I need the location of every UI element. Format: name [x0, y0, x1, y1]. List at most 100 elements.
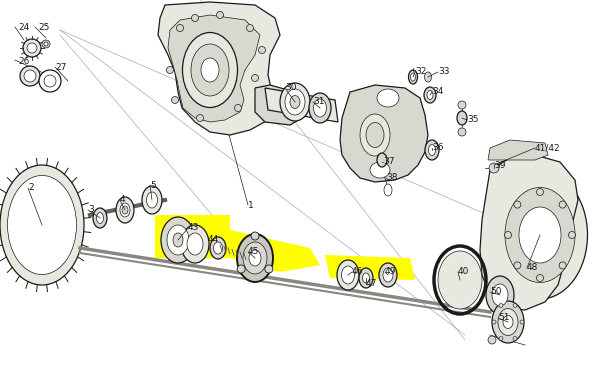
- Ellipse shape: [503, 315, 513, 328]
- Ellipse shape: [377, 89, 399, 107]
- Ellipse shape: [237, 265, 245, 273]
- Ellipse shape: [171, 97, 178, 103]
- Ellipse shape: [537, 275, 544, 282]
- Ellipse shape: [514, 262, 521, 269]
- Ellipse shape: [314, 99, 327, 117]
- Ellipse shape: [237, 234, 273, 282]
- Ellipse shape: [97, 213, 104, 224]
- Ellipse shape: [259, 46, 266, 54]
- Ellipse shape: [489, 163, 499, 173]
- Ellipse shape: [251, 232, 259, 240]
- Ellipse shape: [362, 273, 369, 283]
- Ellipse shape: [8, 176, 76, 275]
- Ellipse shape: [24, 70, 36, 82]
- Ellipse shape: [210, 237, 226, 259]
- Polygon shape: [168, 15, 260, 122]
- Ellipse shape: [429, 145, 435, 155]
- Ellipse shape: [409, 70, 417, 84]
- Text: 47: 47: [366, 279, 377, 289]
- Ellipse shape: [44, 42, 48, 46]
- Ellipse shape: [425, 72, 432, 82]
- Ellipse shape: [44, 75, 56, 87]
- Polygon shape: [230, 230, 320, 272]
- Ellipse shape: [498, 308, 518, 335]
- Ellipse shape: [161, 217, 195, 263]
- Text: 33: 33: [438, 68, 449, 76]
- Text: 45: 45: [248, 248, 259, 256]
- Polygon shape: [340, 85, 428, 182]
- Ellipse shape: [505, 187, 575, 283]
- Ellipse shape: [559, 201, 566, 208]
- Ellipse shape: [181, 225, 209, 263]
- Text: 24: 24: [18, 24, 29, 32]
- Ellipse shape: [493, 171, 588, 299]
- Ellipse shape: [519, 207, 561, 263]
- Text: 5: 5: [150, 180, 156, 190]
- Text: 4: 4: [120, 196, 126, 204]
- Text: 31: 31: [313, 97, 324, 107]
- Text: 32: 32: [415, 68, 426, 76]
- Ellipse shape: [192, 14, 199, 21]
- Ellipse shape: [359, 268, 373, 288]
- Ellipse shape: [492, 301, 524, 343]
- Ellipse shape: [142, 186, 162, 214]
- Ellipse shape: [280, 83, 310, 121]
- Text: 43: 43: [188, 224, 199, 232]
- Ellipse shape: [146, 192, 158, 208]
- Text: 27: 27: [55, 63, 66, 72]
- Polygon shape: [325, 255, 415, 280]
- Ellipse shape: [116, 197, 134, 223]
- Text: 26: 26: [18, 58, 30, 66]
- Ellipse shape: [39, 70, 61, 92]
- Text: 50: 50: [490, 287, 502, 297]
- Text: 38: 38: [386, 173, 397, 183]
- Ellipse shape: [424, 87, 436, 103]
- Ellipse shape: [0, 165, 84, 285]
- Ellipse shape: [513, 337, 517, 341]
- Ellipse shape: [425, 140, 439, 160]
- Ellipse shape: [427, 90, 433, 100]
- Ellipse shape: [537, 189, 544, 196]
- Text: 3: 3: [88, 206, 94, 214]
- Ellipse shape: [247, 24, 253, 31]
- Ellipse shape: [23, 39, 41, 57]
- Ellipse shape: [486, 276, 514, 314]
- Polygon shape: [488, 140, 548, 160]
- Ellipse shape: [360, 114, 390, 156]
- Ellipse shape: [492, 320, 496, 324]
- Text: 2: 2: [28, 183, 34, 193]
- Text: 36: 36: [432, 144, 444, 152]
- Text: 40: 40: [458, 268, 470, 276]
- Ellipse shape: [93, 208, 107, 228]
- Polygon shape: [155, 215, 230, 258]
- Ellipse shape: [201, 58, 219, 82]
- Ellipse shape: [520, 320, 524, 324]
- Ellipse shape: [285, 89, 305, 115]
- Ellipse shape: [249, 250, 261, 266]
- Ellipse shape: [234, 104, 241, 111]
- Ellipse shape: [488, 336, 496, 344]
- Ellipse shape: [20, 66, 40, 86]
- Ellipse shape: [290, 96, 300, 108]
- Text: 44: 44: [208, 235, 219, 245]
- Text: 30: 30: [285, 83, 296, 93]
- Ellipse shape: [337, 260, 359, 290]
- Ellipse shape: [342, 266, 355, 284]
- Ellipse shape: [122, 206, 128, 214]
- Ellipse shape: [370, 162, 390, 178]
- Ellipse shape: [458, 101, 466, 109]
- Ellipse shape: [514, 201, 521, 208]
- Ellipse shape: [187, 233, 203, 255]
- Ellipse shape: [513, 304, 517, 307]
- Text: 37: 37: [383, 158, 394, 166]
- Text: 35: 35: [467, 115, 479, 124]
- Ellipse shape: [377, 153, 387, 167]
- Ellipse shape: [42, 40, 50, 48]
- Ellipse shape: [309, 93, 331, 123]
- Ellipse shape: [366, 123, 384, 148]
- Text: 39: 39: [494, 161, 505, 169]
- Ellipse shape: [177, 24, 183, 31]
- Text: 48: 48: [527, 263, 538, 272]
- Ellipse shape: [569, 231, 575, 238]
- Text: 25: 25: [38, 24, 49, 32]
